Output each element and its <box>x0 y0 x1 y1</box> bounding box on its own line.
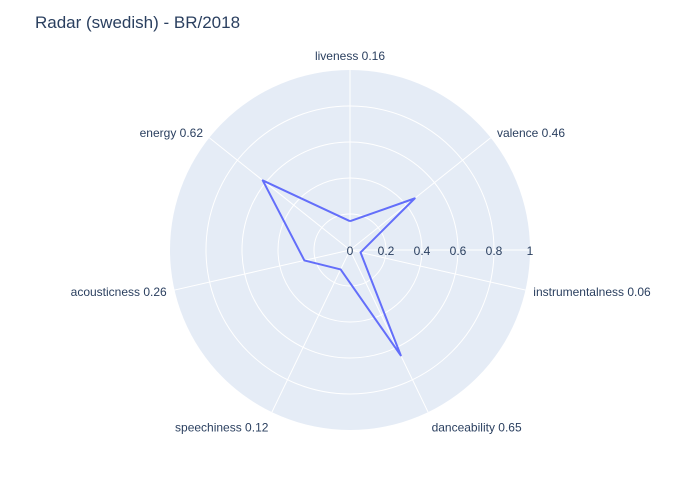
radial-tick-label: 1 <box>527 244 534 258</box>
axis-label-valence: valence 0.46 <box>497 126 565 140</box>
polar-grid <box>174 70 530 413</box>
series-layer <box>261 179 416 357</box>
axis-label-instrumentalness: instrumentalness 0.06 <box>533 285 651 299</box>
spoke-danceability <box>349 249 429 413</box>
spoke-acousticness <box>174 249 351 291</box>
axis-label-speechiness: speechiness 0.12 <box>175 420 269 434</box>
series-line <box>261 179 416 357</box>
chart-title: Radar (swedish) - BR/2018 <box>35 13 241 32</box>
radial-tick-labels: 0 0.2 0.4 0.6 0.8 1 <box>347 244 534 258</box>
spoke-speechiness <box>271 249 351 413</box>
axis-label-liveness: liveness 0.16 <box>315 49 385 63</box>
radial-tick-label: 0 <box>347 244 354 258</box>
axis-label-energy: energy 0.62 <box>140 126 204 140</box>
spoke-energy <box>208 137 351 251</box>
axis-label-danceability: danceability 0.65 <box>432 420 522 434</box>
radial-tick-label: 0.2 <box>378 244 395 258</box>
radial-tick-label: 0.8 <box>486 244 503 258</box>
radial-tick-label: 0.4 <box>414 244 431 258</box>
spoke-valence <box>349 137 492 251</box>
radial-tick-label: 0.6 <box>450 244 467 258</box>
spoke-instrumentalness <box>349 249 526 291</box>
axis-label-acousticness: acousticness 0.26 <box>71 285 167 299</box>
angular-axis-labels: liveness 0.16 valence 0.46 instrumentalnes… <box>71 49 651 434</box>
